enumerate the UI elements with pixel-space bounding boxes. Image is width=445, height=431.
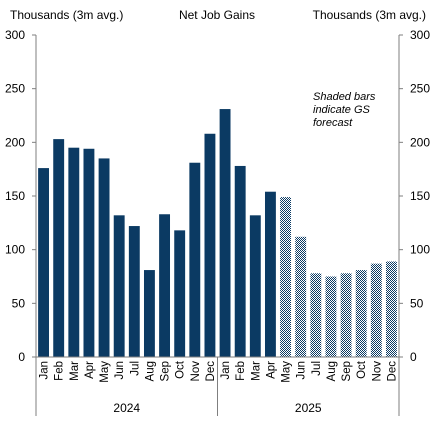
right-tick-label: 250	[410, 82, 430, 96]
month-label: Mar	[250, 361, 262, 381]
month-label: Jan	[220, 361, 232, 380]
month-label: Feb	[235, 361, 247, 381]
right-tick-label: 150	[410, 189, 430, 203]
annotation-line-2: indicate GS	[313, 104, 371, 116]
actual-bar	[38, 168, 50, 357]
month-label: Jul	[311, 361, 323, 376]
actual-bar	[204, 133, 216, 357]
left-tick-label: 300	[5, 28, 25, 42]
month-label: May	[281, 361, 293, 383]
annotation-line-3: forecast	[313, 117, 353, 129]
forecast-bar	[370, 263, 382, 357]
month-label: Dec	[205, 361, 217, 382]
month-label: Oct	[175, 360, 187, 379]
left-tick-label: 250	[5, 82, 25, 96]
actual-bar	[143, 270, 155, 357]
bars-group	[38, 109, 397, 357]
month-label: Apr	[84, 361, 96, 379]
left-tick-label: 100	[5, 243, 25, 257]
left-tick-label: 150	[5, 189, 25, 203]
forecast-bar	[340, 273, 352, 357]
annotation-line-1: Shaded bars	[313, 91, 376, 103]
actual-bar	[219, 109, 231, 357]
month-label: May	[99, 361, 111, 383]
left-axis-label: Thousands (3m avg.)	[10, 8, 123, 22]
month-label: Jul	[129, 361, 141, 376]
actual-bar	[113, 215, 125, 357]
actual-bar	[264, 191, 276, 357]
actual-bar	[189, 162, 201, 357]
month-label: Sep	[341, 361, 353, 381]
month-label: Feb	[54, 361, 66, 381]
axes-group	[32, 34, 403, 416]
month-label: Jan	[39, 361, 51, 380]
year-label: 2025	[295, 401, 322, 415]
month-label: Jun	[296, 361, 308, 380]
month-label: Nov	[371, 361, 383, 382]
forecast-bar	[310, 273, 322, 357]
month-label: Aug	[326, 361, 338, 381]
right-tick-label: 0	[410, 350, 417, 364]
left-tick-label: 50	[12, 296, 26, 310]
month-label: Aug	[144, 361, 156, 381]
actual-bar	[53, 139, 65, 357]
actual-bar	[128, 226, 140, 357]
month-label: Dec	[386, 361, 398, 382]
year-label: 2024	[113, 401, 140, 415]
actual-bar	[68, 147, 80, 357]
month-label: Apr	[265, 361, 277, 379]
forecast-annotation: Shaded bars indicate GS forecast	[313, 91, 376, 129]
forecast-bar	[280, 197, 292, 357]
right-tick-label: 100	[410, 243, 430, 257]
forecast-bar	[325, 276, 337, 357]
forecast-bar	[295, 236, 307, 357]
forecast-bar	[355, 270, 367, 357]
right-tick-label: 50	[410, 296, 424, 310]
right-axis-label: Thousands (3m avg.)	[313, 8, 426, 22]
actual-bar	[159, 214, 171, 357]
right-tick-label: 300	[410, 28, 430, 42]
chart-title: Net Job Gains	[179, 8, 255, 22]
actual-bar	[83, 148, 95, 357]
actual-bar	[249, 215, 261, 357]
right-tick-label: 200	[410, 135, 430, 149]
month-label: Oct	[356, 360, 368, 379]
month-label: Sep	[160, 361, 172, 381]
month-label: Jun	[114, 361, 126, 380]
month-label: Mar	[69, 361, 81, 381]
left-tick-label: 200	[5, 135, 25, 149]
month-label: Nov	[190, 361, 202, 382]
forecast-bar	[385, 261, 397, 357]
actual-bar	[234, 165, 246, 357]
actual-bar	[98, 158, 110, 357]
actual-bar	[174, 230, 186, 357]
left-tick-label: 0	[18, 350, 25, 364]
